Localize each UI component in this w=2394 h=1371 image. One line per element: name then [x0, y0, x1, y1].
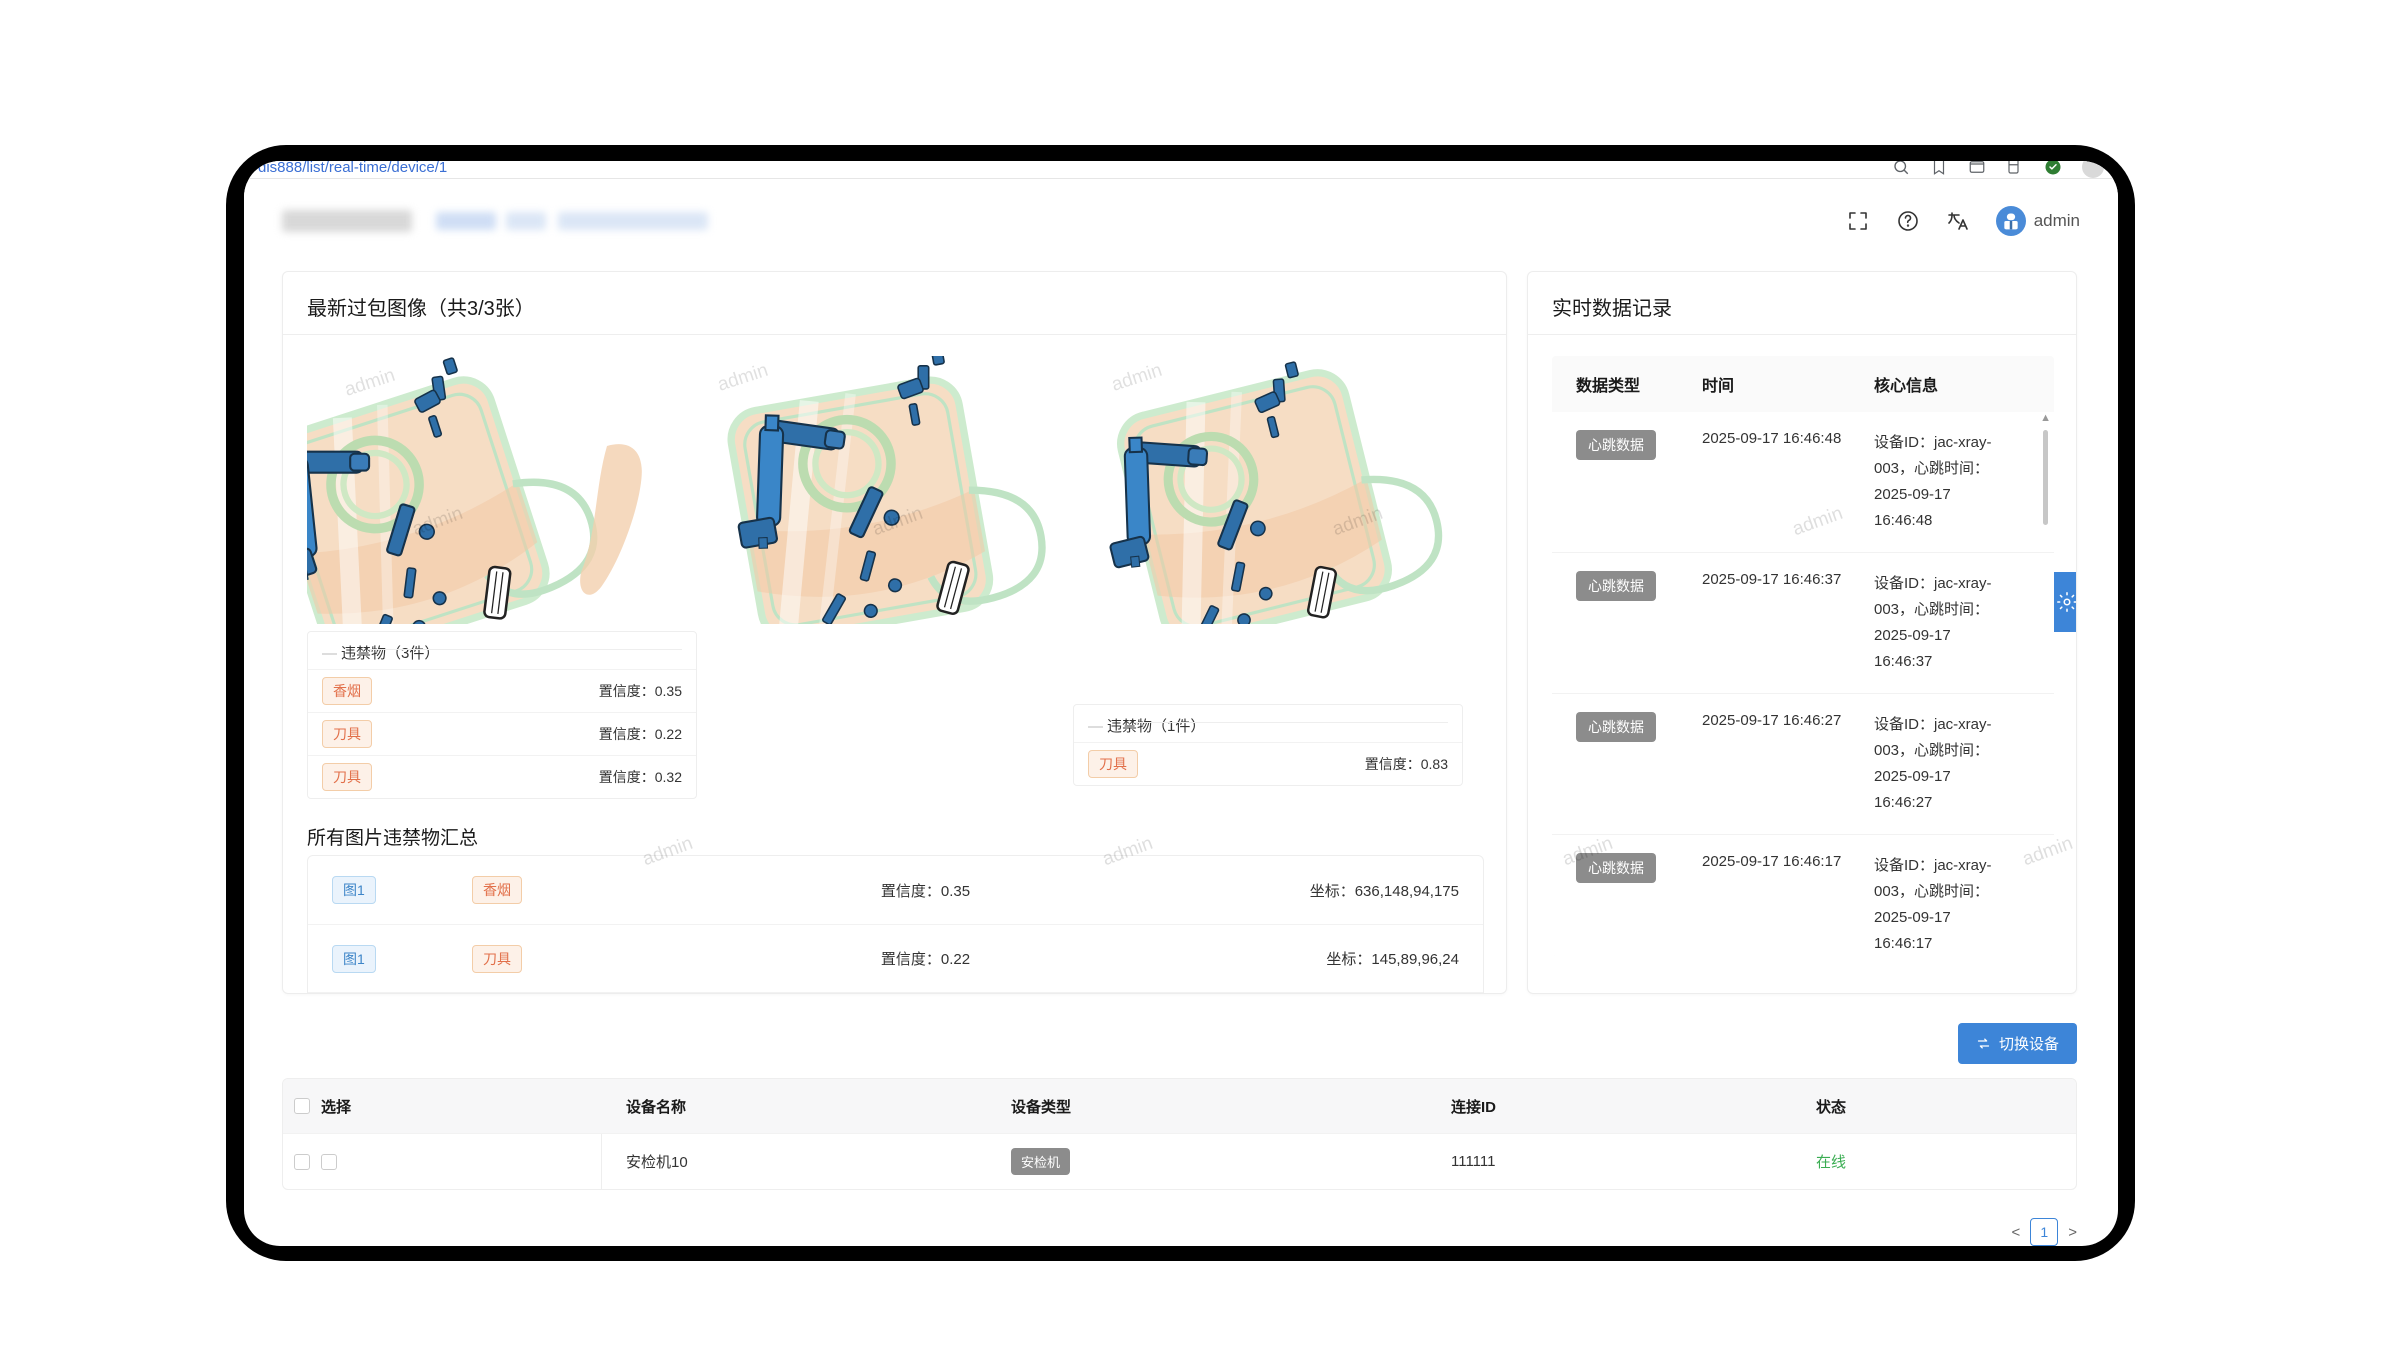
svg-text:admin: admin — [715, 360, 771, 396]
svg-text:admin: admin — [1109, 360, 1165, 396]
svg-text:admin: admin — [342, 365, 398, 401]
